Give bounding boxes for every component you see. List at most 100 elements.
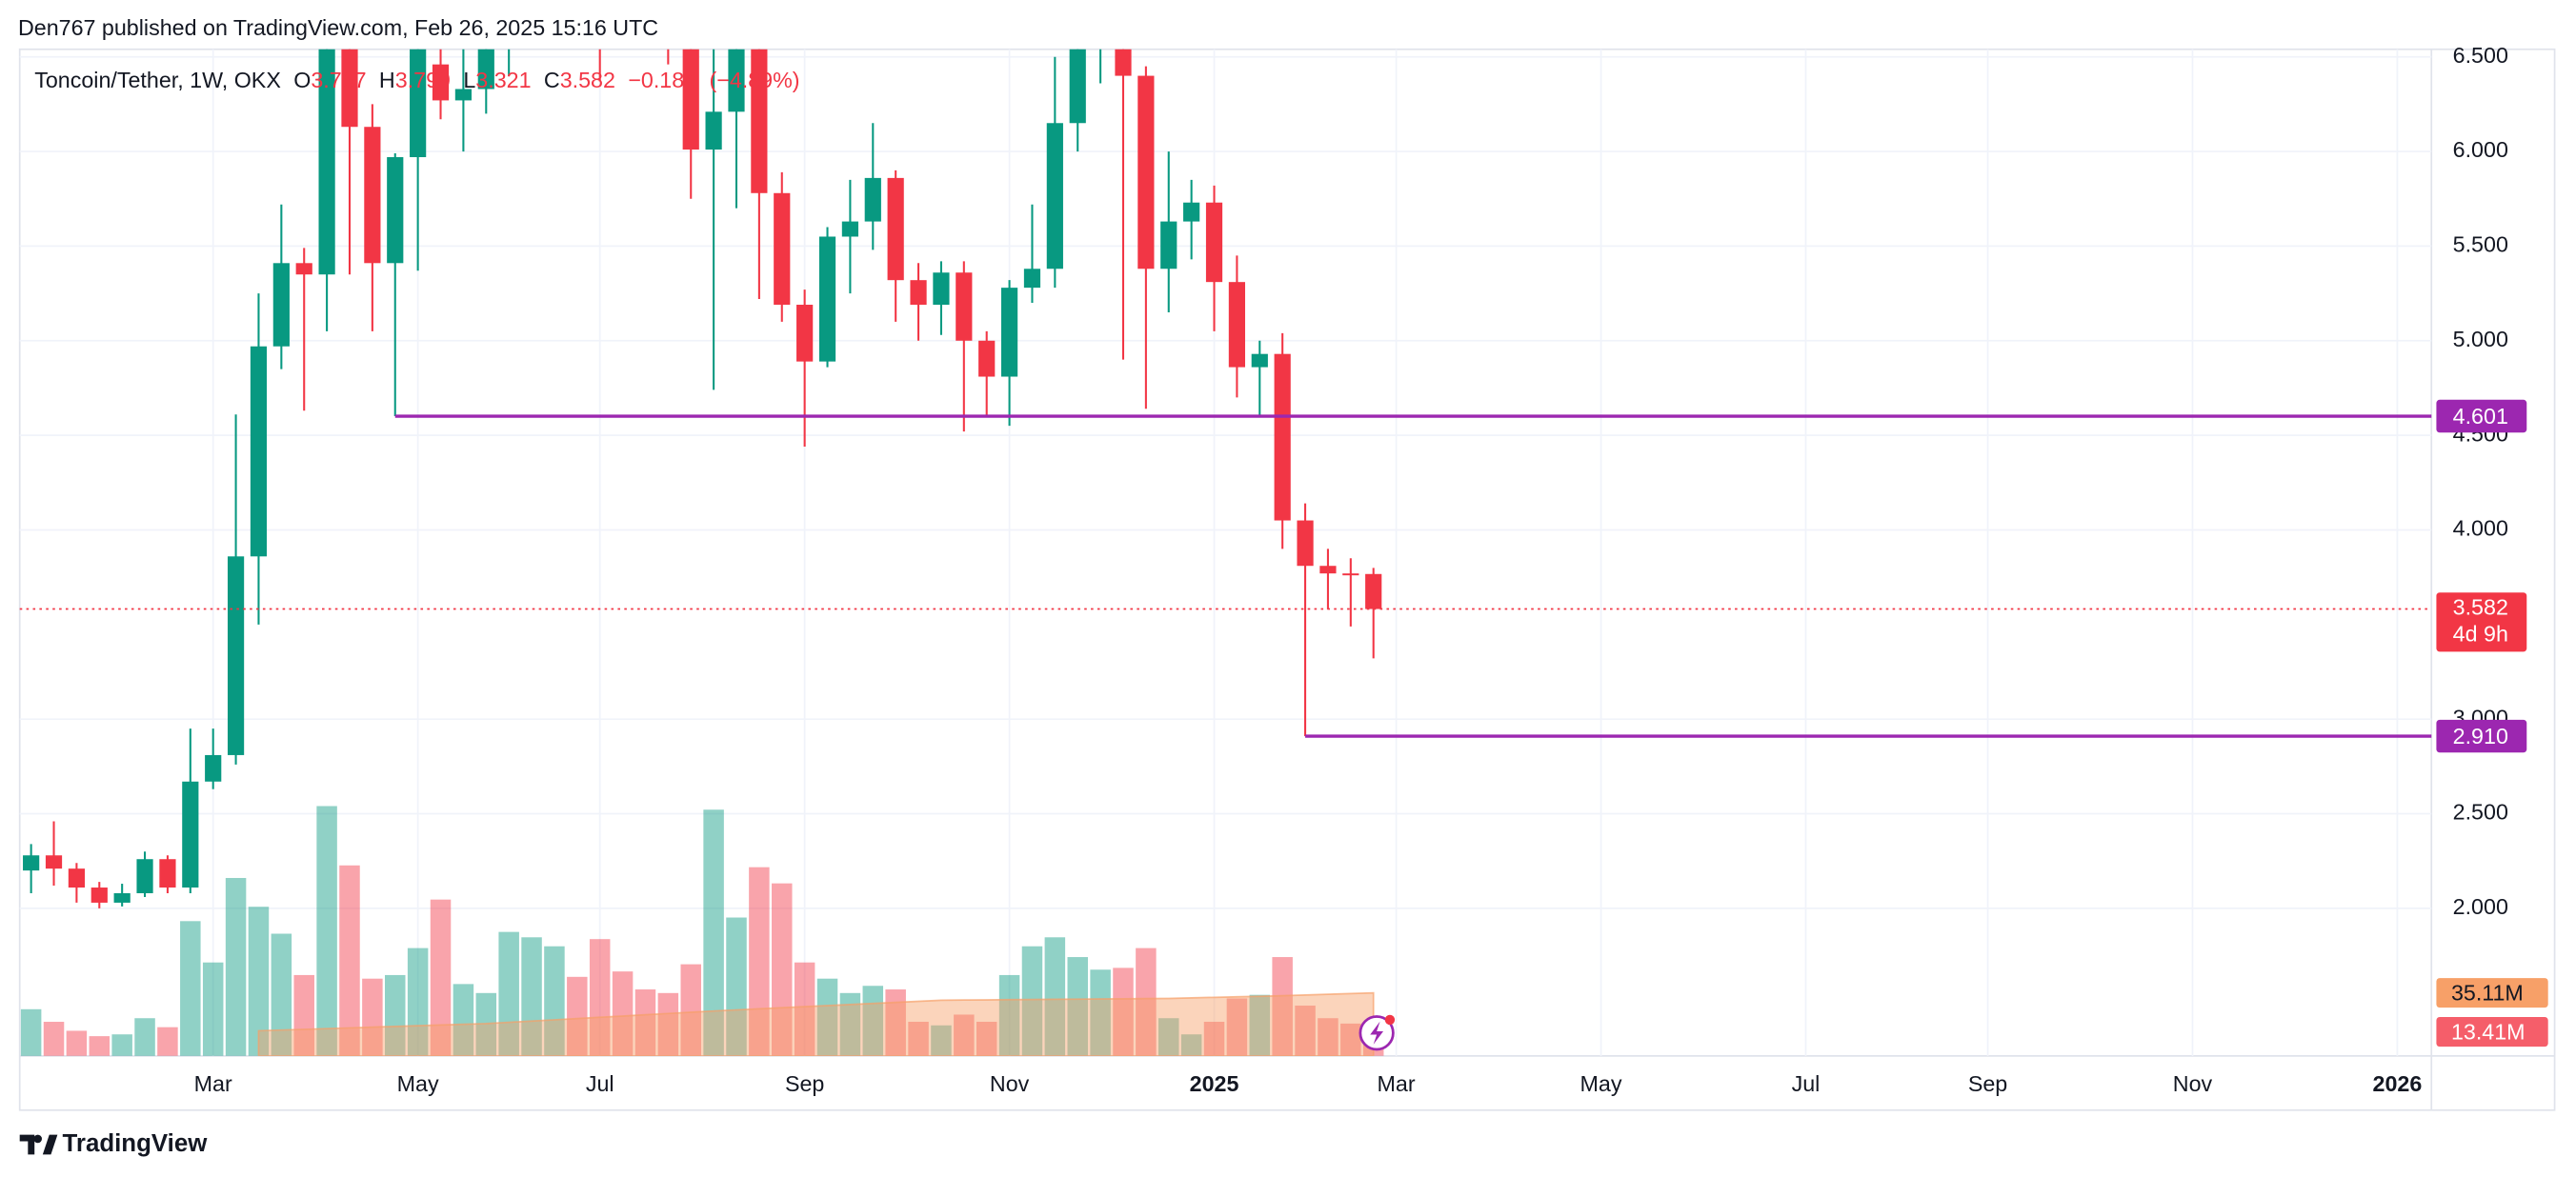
x-tick-label: Nov — [990, 1071, 1030, 1096]
candle-body — [91, 888, 108, 903]
legend-close-label: C — [544, 68, 560, 92]
x-tick-label: May — [1580, 1071, 1622, 1096]
x-tick-label: Mar — [194, 1071, 232, 1096]
volume-bar — [1180, 1034, 1202, 1056]
x-tick-label: Mar — [1378, 1071, 1416, 1096]
candle-body — [159, 859, 176, 888]
candle-body — [477, 49, 494, 90]
volume-bar — [726, 917, 747, 1056]
candle-body — [818, 236, 836, 362]
volume-bar — [271, 933, 292, 1056]
volume-bar — [1226, 998, 1248, 1056]
volume-bar — [225, 877, 247, 1056]
level-label: 4.601 — [2453, 404, 2508, 429]
volume-bar — [657, 992, 679, 1056]
volume-bar — [794, 962, 815, 1056]
overlay: 2.0002.5003.0004.0004.5005.0005.5006.000… — [19, 43, 2548, 1096]
y-tick-label: 6.000 — [2453, 137, 2508, 162]
candle-body — [272, 263, 290, 347]
y-tick-label: 5.000 — [2453, 327, 2508, 351]
candle-body — [1365, 573, 1382, 609]
legend-close: 3.582 — [560, 68, 615, 92]
volume-label: 13.41M — [2451, 1019, 2526, 1044]
candle-body — [23, 855, 40, 871]
volume-bar — [1340, 1023, 1361, 1056]
y-tick-label: 2.000 — [2453, 894, 2508, 919]
legend: Toncoin/Tether, 1W, OKX O3.767 H3.799 L3… — [34, 68, 799, 92]
x-tick-label: 2025 — [1190, 1071, 1239, 1096]
candle-body — [1342, 573, 1359, 576]
replay-icon — [1358, 1014, 1396, 1051]
level-badge — [2436, 399, 2527, 433]
volume-ma-area — [257, 991, 1375, 1056]
candle-body — [387, 157, 404, 264]
y-tick-label: 6.500 — [2453, 43, 2508, 68]
volume-bar — [680, 964, 701, 1056]
volume-bar — [1158, 1018, 1179, 1056]
x-tick-label: Jul — [586, 1071, 614, 1096]
legend-symbol: Toncoin/Tether, 1W, OKX — [34, 68, 281, 92]
x-tick-label: Jul — [1792, 1071, 1821, 1096]
candle-body — [1069, 49, 1086, 124]
volume-bar — [998, 974, 1020, 1056]
current-price-badge — [2436, 592, 2527, 652]
candle-body — [956, 272, 973, 341]
volume-bar — [475, 992, 497, 1056]
legend-low: 3.321 — [475, 68, 531, 92]
level-label: 2.910 — [2453, 724, 2508, 748]
candle-body — [250, 346, 268, 557]
volume-bar — [180, 921, 201, 1056]
y-tick-label: 4.000 — [2453, 516, 2508, 541]
x-tick-label: Sep — [785, 1071, 824, 1096]
volume-bar — [634, 989, 656, 1056]
volume-bar — [1113, 968, 1134, 1056]
candle-body — [136, 859, 153, 893]
candle-body — [774, 192, 791, 306]
candle-body — [205, 754, 222, 782]
volume-bar — [89, 1036, 111, 1056]
candle-body — [410, 49, 427, 158]
x-tick-label: Sep — [1968, 1071, 2007, 1096]
footer: TradingView — [63, 1130, 209, 1157]
volume-bar — [43, 1022, 65, 1056]
volume-bar — [453, 984, 474, 1056]
y-tick-label: 5.500 — [2453, 232, 2508, 257]
candle-body — [864, 177, 881, 222]
candle-body — [796, 305, 814, 362]
volume-bar — [1136, 948, 1157, 1056]
volume-bar — [976, 1022, 997, 1056]
candle-body — [1274, 353, 1291, 521]
volume-bar — [1090, 969, 1111, 1056]
candle-body — [1319, 566, 1337, 574]
volume-bar — [316, 806, 337, 1056]
candle-body — [182, 781, 199, 888]
volume-bar — [362, 978, 383, 1056]
volume-bar — [1044, 937, 1066, 1056]
volume-bar — [202, 962, 224, 1056]
volume-ma-badge — [2436, 978, 2548, 1008]
candle-body — [682, 49, 699, 150]
candle-body — [318, 49, 335, 275]
volume-bar — [248, 907, 270, 1056]
candle-body — [1093, 0, 1109, 48]
current-price-label: 3.582 — [2453, 595, 2508, 620]
volume-bar — [430, 899, 452, 1056]
volume-bar — [703, 809, 724, 1056]
volume-bar — [20, 1008, 42, 1056]
legend-high: 3.799 — [395, 68, 451, 92]
candle-body — [705, 111, 722, 150]
candle-body — [364, 127, 381, 264]
candle-body — [1115, 49, 1132, 76]
volume-bar — [885, 989, 906, 1056]
candle-body — [933, 272, 950, 306]
x-tick-label: Nov — [2173, 1071, 2213, 1096]
header: Den767 published on TradingView.com, Feb… — [18, 15, 658, 40]
candle-body — [1205, 202, 1223, 283]
volume-bar — [339, 865, 360, 1056]
candle-body — [341, 49, 358, 128]
candle-body — [45, 855, 63, 869]
candle-body — [751, 49, 768, 193]
volume-bar — [157, 1027, 178, 1056]
candle-body — [887, 177, 904, 281]
plot-area — [20, 0, 1384, 1056]
